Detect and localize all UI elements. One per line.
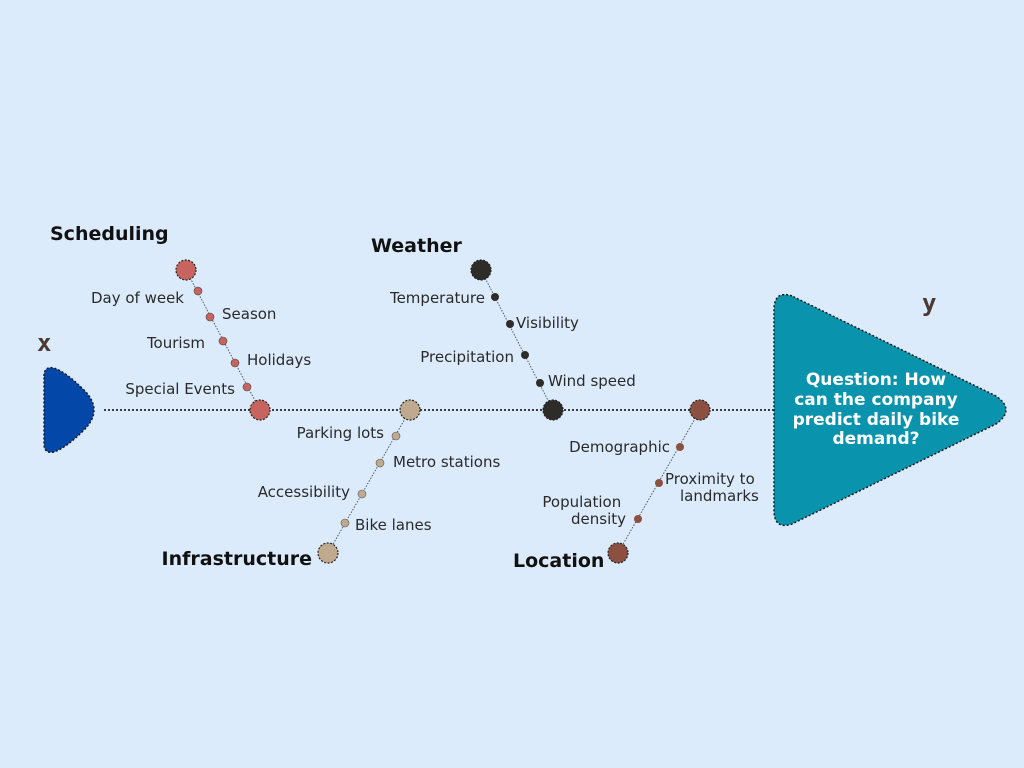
category-title-weather: Weather bbox=[371, 235, 462, 257]
factor-label-accessibility: Accessibility bbox=[258, 483, 350, 501]
factor-label-season: Season bbox=[222, 305, 276, 323]
factor-node-tourism bbox=[218, 336, 228, 346]
factor-node-wind-speed bbox=[536, 379, 544, 387]
factor-node-bike-lanes bbox=[340, 518, 350, 528]
category-title-scheduling: Scheduling bbox=[50, 223, 169, 245]
factor-node-day-of-week bbox=[193, 286, 203, 296]
scheduling-branch: Scheduling Day of week Season Tourism Ho… bbox=[50, 223, 311, 421]
infrastructure-branch: Infrastructure Parking lots Metro statio… bbox=[162, 399, 500, 570]
factor-label-special-events: Special Events bbox=[125, 380, 235, 398]
scheduling-spine-node bbox=[249, 399, 271, 421]
category-title-infrastructure: Infrastructure bbox=[162, 548, 312, 570]
factor-label-precipitation: Precipitation bbox=[420, 348, 514, 366]
factor-label-demographic: Demographic bbox=[569, 438, 670, 456]
factor-node-precipitation bbox=[521, 351, 529, 359]
factor-label-temperature: Temperature bbox=[389, 289, 485, 307]
x-variable-label: x bbox=[37, 329, 51, 357]
factor-label-holidays: Holidays bbox=[247, 351, 311, 369]
weather-branch: Weather Temperature Visibility Precipita… bbox=[371, 235, 636, 421]
factor-node-parking-lots bbox=[391, 431, 401, 441]
factor-node-special-events bbox=[242, 382, 252, 392]
infrastructure-end-node bbox=[317, 542, 339, 564]
location-end-node bbox=[607, 542, 629, 564]
factor-label-metro-stations: Metro stations bbox=[393, 453, 500, 471]
factor-label-population-density: Population density bbox=[542, 493, 626, 528]
factor-node-temperature bbox=[491, 293, 499, 301]
factor-label-proximity: Proximity to landmarks bbox=[665, 470, 760, 505]
factor-label-parking-lots: Parking lots bbox=[297, 424, 385, 442]
weather-end-node bbox=[470, 259, 492, 281]
location-branch: Location Demographic Proximity to landma… bbox=[513, 399, 760, 572]
weather-spine-node bbox=[542, 399, 564, 421]
question-line-2: can the company bbox=[794, 390, 958, 410]
location-spine-node bbox=[689, 399, 711, 421]
question-line-1: Question: How bbox=[806, 370, 947, 390]
y-variable-label: y bbox=[922, 289, 936, 317]
head-shape bbox=[773, 293, 1007, 527]
factor-label-day-of-week: Day of week bbox=[91, 289, 184, 307]
factor-node-metro-stations bbox=[375, 458, 385, 468]
factor-label-wind-speed: Wind speed bbox=[548, 372, 636, 390]
factor-node-accessibility bbox=[357, 489, 367, 499]
factor-label-bike-lanes: Bike lanes bbox=[355, 516, 432, 534]
factor-label-tourism: Tourism bbox=[146, 334, 205, 352]
factor-node-population-density bbox=[634, 515, 642, 523]
factor-label-visibility: Visibility bbox=[516, 314, 579, 332]
factor-label-proximity-line-2: landmarks bbox=[680, 487, 759, 505]
infrastructure-spine-node bbox=[399, 399, 421, 421]
category-title-location: Location bbox=[513, 550, 604, 572]
factor-label-population-line-1: Population bbox=[542, 493, 621, 511]
weather-bone bbox=[480, 269, 554, 411]
factor-node-proximity bbox=[655, 479, 663, 487]
factor-node-demographic bbox=[676, 443, 684, 451]
factor-label-population-line-2: density bbox=[571, 510, 626, 528]
scheduling-end-node bbox=[175, 259, 197, 281]
factor-label-proximity-line-1: Proximity to bbox=[665, 470, 755, 488]
factor-node-holidays bbox=[230, 358, 240, 368]
question-line-4: demand? bbox=[832, 429, 919, 449]
factor-node-visibility bbox=[506, 320, 514, 328]
factor-node-season bbox=[205, 312, 215, 322]
tail-shape bbox=[43, 366, 95, 454]
question-line-3: predict daily bike bbox=[793, 410, 960, 430]
